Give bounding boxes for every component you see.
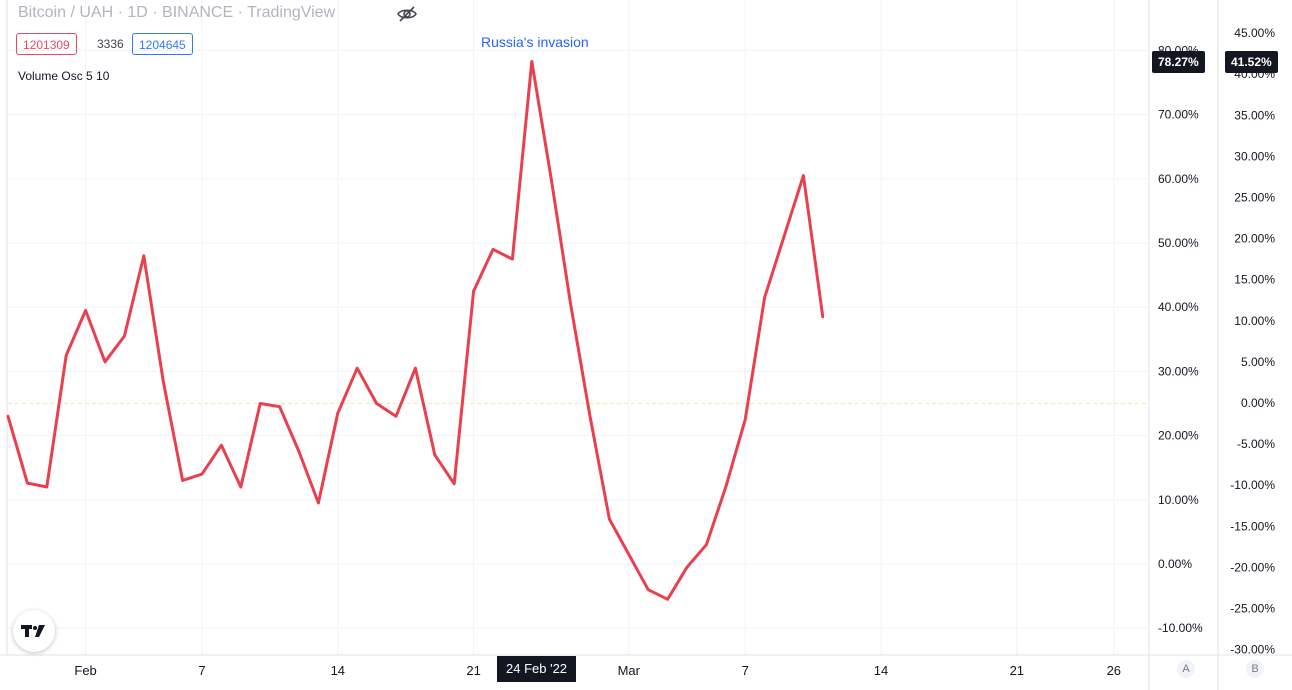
chart-title: Bitcoin / UAH · 1D · BINANCE · TradingVi… xyxy=(18,4,336,21)
tradingview-logo-icon[interactable] xyxy=(13,610,55,652)
right-axis-tick-label: -30.00% xyxy=(1230,643,1275,657)
left-axis-tick-label: 50.00% xyxy=(1158,236,1199,250)
annotation-label[interactable]: Russia's invasion xyxy=(481,34,589,50)
last-value-tag-right: 41.52% xyxy=(1225,51,1278,73)
right-axis-tick-label: 30.00% xyxy=(1234,149,1275,163)
right-axis-tick-label: 25.00% xyxy=(1234,191,1275,205)
right-axis-tick-label: 35.00% xyxy=(1234,108,1275,122)
crosshair-date-tag: 24 Feb '22 xyxy=(497,656,577,682)
eye-crossed-icon[interactable] xyxy=(396,5,418,23)
value-badge-blue: 1204645 xyxy=(132,33,193,55)
right-axis-tick-label: -10.00% xyxy=(1230,478,1275,492)
x-axis-tick-label: 7 xyxy=(198,663,205,678)
right-axis-tick-label: 5.00% xyxy=(1241,355,1275,369)
left-axis-tick-label: 60.00% xyxy=(1158,172,1199,186)
x-axis-tick-label: 21 xyxy=(466,663,480,678)
indicator-label[interactable]: Volume Osc 5 10 xyxy=(18,69,110,83)
left-axis-tick-label: 10.00% xyxy=(1158,493,1199,507)
left-axis-tick-label: -10.00% xyxy=(1158,621,1203,635)
x-axis-tick-label: 14 xyxy=(331,663,345,678)
value-change: 3336 xyxy=(97,37,124,51)
right-axis-tick-label: 45.00% xyxy=(1234,26,1275,40)
left-axis-tick-label: 40.00% xyxy=(1158,300,1199,314)
last-value-tag-left: 78.27% xyxy=(1152,51,1205,73)
right-axis-tick-label: -15.00% xyxy=(1230,519,1275,533)
x-axis-tick-label: Mar xyxy=(618,663,641,678)
left-axis-tick-label: 30.00% xyxy=(1158,364,1199,378)
scale-a-button[interactable]: A xyxy=(1177,660,1195,678)
x-axis-tick-label: 26 xyxy=(1107,663,1121,678)
series-line-volume-osc xyxy=(6,60,825,601)
left-axis-tick-label: 0.00% xyxy=(1158,557,1192,571)
x-axis-tick-label: 14 xyxy=(874,663,888,678)
x-axis-tick-label: 7 xyxy=(742,663,749,678)
right-axis-tick-label: -5.00% xyxy=(1237,437,1275,451)
right-axis-tick-label: -25.00% xyxy=(1230,602,1275,616)
x-axis-tick-label: Feb xyxy=(74,663,96,678)
left-axis-tick-label: 20.00% xyxy=(1158,429,1199,443)
right-axis-tick-label: 10.00% xyxy=(1234,314,1275,328)
x-axis-tick-label: 21 xyxy=(1010,663,1024,678)
right-axis-tick-label: 20.00% xyxy=(1234,232,1275,246)
value-badge-red: 1201309 xyxy=(16,33,77,55)
left-axis-tick-label: 70.00% xyxy=(1158,108,1199,122)
right-axis-tick-label: 0.00% xyxy=(1241,396,1275,410)
right-axis-tick-label: 15.00% xyxy=(1234,273,1275,287)
right-axis-tick-label: -20.00% xyxy=(1230,560,1275,574)
scale-b-button[interactable]: B xyxy=(1246,660,1264,678)
